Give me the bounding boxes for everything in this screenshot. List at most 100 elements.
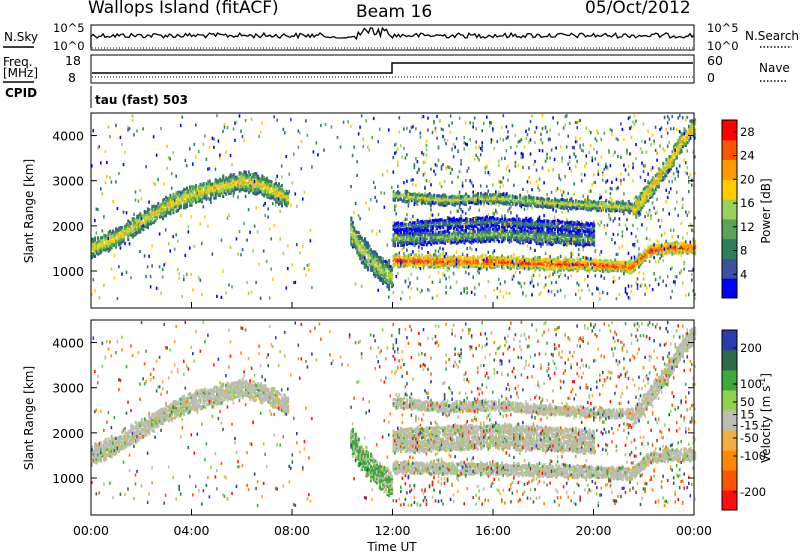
power-cell: [226, 181, 229, 185]
power-cell: [568, 121, 571, 125]
power-cell: [576, 265, 579, 269]
power-cell: [365, 119, 367, 123]
power-cell: [368, 258, 371, 262]
power-cell: [612, 219, 615, 223]
power-cell: [576, 222, 579, 226]
power-cell: [225, 188, 228, 192]
power-cell: [95, 245, 98, 249]
power-cell: [547, 234, 550, 238]
power-cell: [454, 256, 457, 260]
power-cell: [517, 230, 520, 234]
power-cell: [433, 233, 436, 237]
power-cell: [457, 228, 460, 232]
power-cell: [250, 186, 253, 190]
power-cell: [493, 262, 496, 267]
power-cell: [479, 191, 483, 196]
power-cell: [192, 162, 194, 166]
power-cell: [152, 204, 155, 208]
power-cell: [350, 222, 353, 226]
power-cell: [176, 198, 180, 203]
power-cell: [267, 185, 270, 189]
power-cell: [428, 225, 431, 229]
power-cell: [189, 189, 192, 193]
power-cell: [466, 286, 468, 291]
power-cell: [483, 193, 486, 197]
power-cell: [152, 212, 155, 217]
power-cell: [366, 260, 370, 264]
power-cell: [198, 185, 201, 189]
power-cell: [571, 204, 575, 208]
power-cell: [424, 261, 427, 265]
power-cell: [442, 203, 445, 207]
power-cell: [244, 181, 247, 185]
power-cell: [427, 265, 430, 269]
power-cell: [565, 237, 569, 242]
power-cell: [110, 237, 113, 241]
power-cell: [489, 220, 492, 224]
power-cell: [142, 215, 145, 219]
power-cell: [611, 187, 613, 191]
power-cell: [392, 192, 395, 196]
power-cell: [550, 205, 553, 209]
power-cell: [365, 240, 368, 244]
power-cell: [440, 230, 443, 235]
power-cell: [576, 281, 578, 285]
power-cell: [567, 223, 570, 227]
power-cell: [302, 197, 304, 201]
power-cell: [437, 200, 440, 204]
power-cell: [205, 190, 208, 194]
power-cell: [448, 240, 450, 244]
power-cell: [237, 181, 240, 185]
power-cell: [476, 222, 480, 226]
power-cell: [552, 267, 555, 272]
power-cell: [308, 268, 310, 272]
power-cell: [514, 259, 517, 263]
power-cell: [127, 233, 130, 237]
power-cell: [519, 229, 521, 233]
power-cell: [445, 223, 448, 227]
power-cell: [422, 222, 425, 227]
power-cell: [385, 280, 388, 285]
power-cell: [543, 230, 546, 234]
power-cell: [229, 245, 232, 249]
power-cell: [410, 231, 413, 235]
power-cell: [561, 228, 564, 232]
power-cell: [579, 118, 581, 122]
power-cell: [483, 235, 486, 239]
power-cell: [549, 273, 551, 277]
power-cell: [261, 178, 264, 182]
power-cell: [371, 256, 374, 260]
power-cell: [555, 204, 558, 208]
power-cell: [505, 264, 508, 269]
power-cell: [381, 261, 385, 265]
power-cell: [210, 192, 213, 197]
power-cell: [353, 240, 356, 244]
power-cell: [570, 235, 573, 239]
power-cell: [454, 261, 456, 265]
power-cell: [591, 261, 594, 265]
power-cell: [532, 257, 535, 261]
power-cell: [520, 137, 523, 142]
power-cell: [412, 125, 414, 129]
power-cell: [476, 237, 479, 241]
power-cell: [371, 264, 374, 268]
power-cell: [134, 218, 137, 222]
power-cell: [375, 269, 379, 273]
power-cell: [394, 253, 397, 257]
power-cell: [452, 258, 455, 262]
power-cell: [558, 219, 561, 223]
power-cell: [443, 229, 446, 233]
power-cell: [541, 166, 544, 170]
power-cell: [588, 233, 591, 237]
power-cell: [392, 196, 395, 200]
power-cell: [609, 263, 612, 267]
power-cell: [223, 178, 226, 182]
power-cell: [216, 294, 218, 298]
power-cell: [579, 259, 582, 264]
power-cell: [486, 229, 489, 233]
power-cell: [445, 201, 448, 205]
power-cell: [475, 215, 477, 220]
power-cell: [232, 194, 235, 198]
power-cell: [479, 195, 483, 200]
power-cell: [403, 127, 405, 131]
